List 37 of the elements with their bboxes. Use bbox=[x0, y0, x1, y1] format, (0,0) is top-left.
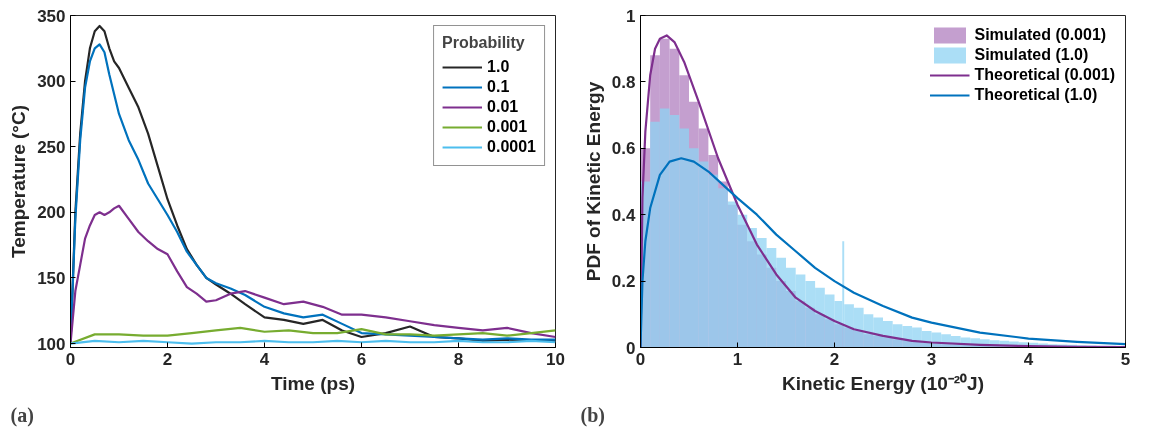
text: (b) bbox=[580, 403, 605, 427]
legend-label: 1.0 bbox=[487, 58, 510, 76]
y-tick-label: 150 bbox=[37, 268, 66, 288]
text: (a) bbox=[10, 403, 34, 427]
y-tick-label: 100 bbox=[37, 334, 66, 354]
x-tick-label: 10 bbox=[546, 349, 565, 369]
x-axis-title: Time (ps) bbox=[270, 372, 356, 394]
y-tick-label: 0.8 bbox=[611, 72, 636, 92]
x-tick-label: 8 bbox=[453, 349, 464, 369]
y-tick-label: 1 bbox=[626, 6, 636, 26]
y-axis-title: PDF of Kinetic Energy bbox=[582, 81, 604, 282]
x-tick-label: 6 bbox=[356, 349, 367, 369]
y-tick-label: 300 bbox=[37, 72, 66, 92]
legend-title: Probability bbox=[442, 34, 526, 52]
x-tick-label: 3 bbox=[926, 349, 937, 369]
y-tick-label: 250 bbox=[37, 137, 66, 157]
legend-label: Theoretical (0.001) bbox=[974, 66, 1115, 84]
legend-label: 0.1 bbox=[487, 78, 510, 96]
legend-label: Simulated (1.0) bbox=[974, 46, 1089, 64]
legend-label: Theoretical (1.0) bbox=[974, 86, 1098, 104]
y-tick-label: 0.4 bbox=[611, 205, 637, 225]
x-tick-label: 4 bbox=[259, 349, 270, 369]
y-tick-label: 200 bbox=[37, 203, 66, 223]
legend-label: 0.01 bbox=[487, 98, 519, 116]
y-tick-label: 0.2 bbox=[611, 272, 636, 292]
legend-label: Simulated (0.001) bbox=[974, 26, 1107, 44]
x-tick-label: 1 bbox=[732, 349, 743, 369]
x-tick-label: 5 bbox=[1120, 349, 1131, 369]
x-axis-title: Kinetic Energy (10⁻²⁰J) bbox=[782, 372, 984, 394]
x-tick-label: 4 bbox=[1023, 349, 1034, 369]
legend-label: 0.0001 bbox=[487, 138, 536, 156]
y-tick-label: 0.6 bbox=[611, 139, 636, 159]
x-tick-label: 2 bbox=[162, 349, 173, 369]
y-axis-title: Temperature (°C) bbox=[8, 105, 30, 258]
y-tick-label: 350 bbox=[37, 6, 66, 26]
legend-label: 0.001 bbox=[487, 118, 528, 136]
x-tick-label: 2 bbox=[829, 349, 840, 369]
